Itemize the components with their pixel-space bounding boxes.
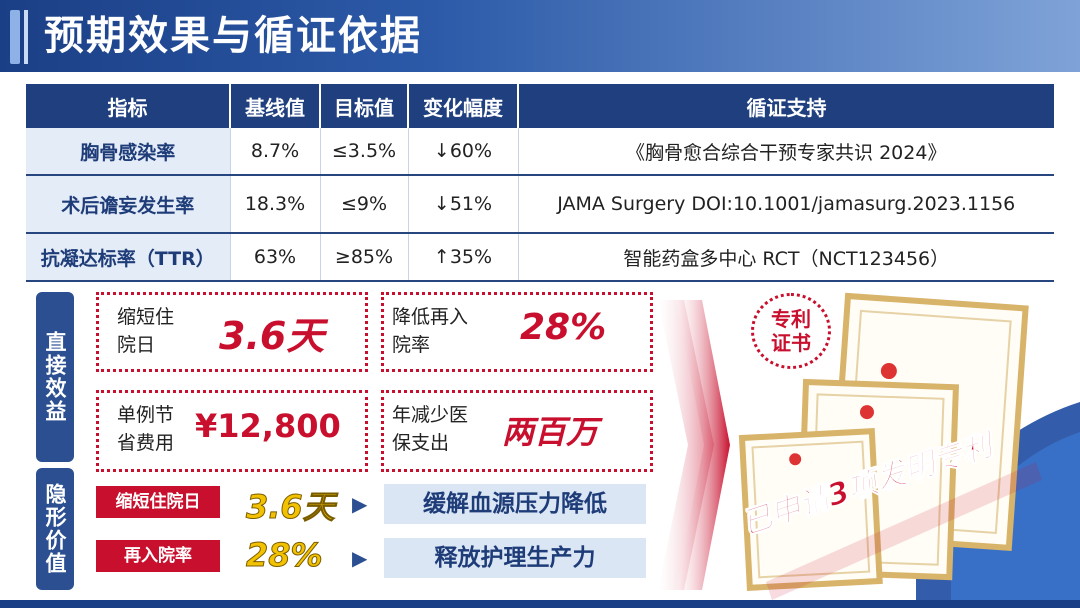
certificate-illustration xyxy=(738,292,1080,608)
table-row: 胸骨感染率 8.7% ≤3.5% ↓60% 《胸骨愈合综合干预专家共识 2024… xyxy=(26,128,1054,176)
header-accent-bar xyxy=(10,10,20,64)
direct-benefit-label: 直接效益 xyxy=(36,292,74,462)
card-label: 年减少医 xyxy=(392,404,469,426)
patent-certificate-badge: 专利 证书 xyxy=(751,293,831,369)
evidence-cell: JAMA Surgery DOI:10.1001/jamasurg.2023.1… xyxy=(518,175,1054,234)
metric-cell: 抗凝达标率（TTR） xyxy=(26,233,231,282)
card-label: 单例节 xyxy=(117,404,175,426)
benefit-card-insurance: 年减少医 保支出 两百万 xyxy=(381,390,653,472)
benefit-card-readmission: 降低再入 院率 28% xyxy=(381,292,653,372)
card-label: 降低再入 xyxy=(392,306,469,328)
target-cell: ≤9% xyxy=(320,175,409,234)
card-label: 院率 xyxy=(392,334,431,356)
change-cell: ↓60% xyxy=(408,128,519,176)
change-cell: ↑35% xyxy=(408,233,519,282)
card-label: 省费用 xyxy=(117,432,175,454)
card-label: 保支出 xyxy=(392,432,450,454)
metric-cell: 术后谵妄发生率 xyxy=(26,175,231,234)
card-value: 28% xyxy=(520,307,607,348)
baseline-cell: 18.3% xyxy=(230,175,321,234)
hidden-tag-readmission: 再入院率 xyxy=(96,540,220,572)
baseline-cell: 63% xyxy=(230,233,321,282)
card-label: 缩短住 xyxy=(117,306,175,328)
table-row: 抗凝达标率（TTR） 63% ≥85% ↑35% 智能药盒多中心 RCT（NCT… xyxy=(26,233,1054,282)
change-cell: ↓51% xyxy=(408,175,519,234)
header-accent-line xyxy=(24,10,28,64)
evidence-table: 指标 基线值 目标值 变化幅度 循证支持 胸骨感染率 8.7% ≤3.5% ↓6… xyxy=(26,84,1054,282)
column-header-evidence: 循证支持 xyxy=(518,84,1054,128)
column-header-metric: 指标 xyxy=(26,84,231,128)
card-value: 两百万 xyxy=(502,413,599,451)
hidden-tag-stay: 缩短住院日 xyxy=(96,486,220,518)
table-header-row: 指标 基线值 目标值 变化幅度 循证支持 xyxy=(26,84,1054,128)
card-value: 3.6天 xyxy=(219,314,325,358)
hidden-value-label: 隐形价值 xyxy=(36,468,74,590)
column-header-change: 变化幅度 xyxy=(408,84,519,128)
benefit-card-stay: 缩短住 院日 3.6天 xyxy=(96,292,368,372)
header-bar: 预期效果与循证依据 xyxy=(0,0,1080,72)
benefit-card-savings: 单例节 省费用 ¥12,800 xyxy=(96,390,368,472)
hidden-value-readmission: 28% xyxy=(246,536,324,575)
column-header-baseline: 基线值 xyxy=(230,84,321,128)
chevron-right-icon xyxy=(658,300,730,590)
badge-line: 专利 xyxy=(771,307,811,331)
bottom-bar xyxy=(0,600,1080,608)
hidden-result-readmission: 释放护理生产力 xyxy=(384,538,646,578)
hidden-value-stay: 3.6天 xyxy=(246,488,336,527)
triangle-right-icon: ▶ xyxy=(352,492,368,516)
evidence-cell: 智能药盒多中心 RCT（NCT123456） xyxy=(518,233,1054,282)
column-header-target: 目标值 xyxy=(320,84,409,128)
target-cell: ≤3.5% xyxy=(320,128,409,176)
page-title: 预期效果与循证依据 xyxy=(44,13,422,59)
target-cell: ≥85% xyxy=(320,233,409,282)
metric-cell: 胸骨感染率 xyxy=(26,128,231,176)
card-value: ¥12,800 xyxy=(195,407,341,445)
evidence-cell: 《胸骨愈合综合干预专家共识 2024》 xyxy=(518,128,1054,176)
table-row: 术后谵妄发生率 18.3% ≤9% ↓51% JAMA Surgery DOI:… xyxy=(26,175,1054,234)
triangle-right-icon: ▶ xyxy=(352,546,368,570)
card-label: 院日 xyxy=(117,334,156,356)
baseline-cell: 8.7% xyxy=(230,128,321,176)
hidden-result-stay: 缓解血源压力降低 xyxy=(384,484,646,524)
badge-line: 证书 xyxy=(771,331,811,355)
